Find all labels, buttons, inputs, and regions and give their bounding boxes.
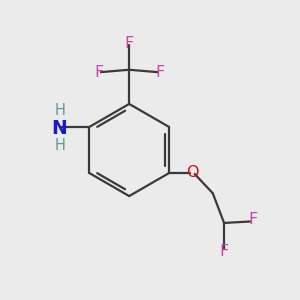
Text: F: F xyxy=(248,212,257,227)
Text: F: F xyxy=(124,36,134,51)
Text: H: H xyxy=(54,138,65,153)
Text: O: O xyxy=(186,165,198,180)
Text: H: H xyxy=(54,103,65,118)
Text: F: F xyxy=(220,244,229,259)
Text: N: N xyxy=(52,119,68,138)
Text: F: F xyxy=(94,64,103,80)
Text: F: F xyxy=(155,64,164,80)
